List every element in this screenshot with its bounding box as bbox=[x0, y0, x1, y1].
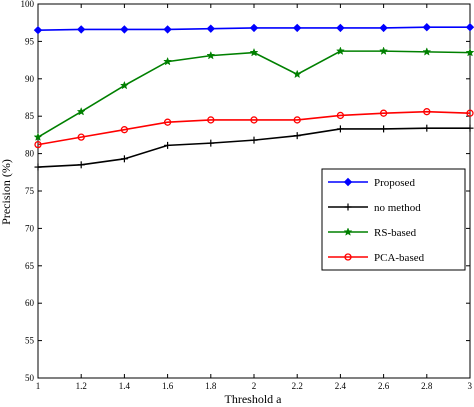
x-tick-label: 1.6 bbox=[162, 381, 174, 391]
data-point-circle bbox=[344, 253, 352, 261]
x-tick-label: 2.8 bbox=[421, 381, 433, 391]
legend-label-pca-based: PCA-based bbox=[374, 252, 425, 264]
y-tick-label: 85 bbox=[25, 111, 35, 121]
x-axis-label: Threshold a bbox=[225, 392, 283, 406]
data-point-plus bbox=[344, 203, 352, 211]
y-tick-label: 70 bbox=[25, 223, 35, 233]
data-point-star bbox=[422, 47, 432, 56]
data-point-diamond bbox=[120, 25, 129, 34]
data-point-diamond bbox=[33, 25, 43, 35]
data-point-plus bbox=[423, 124, 431, 132]
data-point-star bbox=[163, 56, 173, 66]
data-point-star bbox=[292, 69, 302, 79]
data-point-star bbox=[33, 132, 43, 141]
legend-label-proposed: Proposed bbox=[374, 177, 415, 189]
y-axis-label: Precision (%) bbox=[0, 159, 13, 225]
data-point-star bbox=[343, 227, 353, 236]
y-tick-label: 100 bbox=[21, 0, 35, 9]
data-point-diamond bbox=[249, 23, 259, 33]
data-point-star bbox=[465, 47, 474, 57]
legend-box bbox=[321, 168, 466, 271]
x-tick-label: 1.8 bbox=[205, 381, 217, 391]
x-tick-label: 2.4 bbox=[335, 381, 347, 391]
data-point-plus bbox=[34, 163, 42, 171]
data-point-plus bbox=[164, 141, 172, 149]
x-tick-label: 1.4 bbox=[119, 381, 131, 391]
data-point-plus bbox=[466, 124, 474, 132]
y-tick-label: 80 bbox=[25, 149, 35, 159]
series-proposed bbox=[33, 22, 474, 35]
data-point-diamond bbox=[292, 23, 302, 33]
y-tick-label: 50 bbox=[25, 373, 35, 383]
data-point-star bbox=[335, 46, 345, 55]
x-tick-label: 2.6 bbox=[378, 381, 390, 391]
data-point-plus bbox=[250, 136, 258, 144]
data-point-diamond bbox=[336, 23, 345, 33]
x-tick-label: 3 bbox=[468, 381, 473, 391]
x-tick-label: 1 bbox=[36, 381, 41, 391]
data-point-diamond bbox=[76, 25, 86, 34]
data-point-circle bbox=[379, 109, 388, 117]
data-point-circle bbox=[77, 133, 85, 141]
data-point-plus bbox=[120, 155, 128, 163]
data-point-star bbox=[206, 50, 216, 60]
data-point-circle bbox=[120, 126, 129, 134]
legend-label-no-method: no method bbox=[374, 202, 421, 214]
data-point-star bbox=[379, 46, 389, 55]
series-rs-based bbox=[33, 46, 474, 141]
legend-label-rs-based: RS-based bbox=[374, 227, 417, 239]
legend-item-pca-based: PCA-based bbox=[328, 252, 425, 264]
legend-item-no-method: no method bbox=[328, 202, 421, 214]
legend-item-rs-based: RS-based bbox=[328, 227, 417, 239]
data-point-plus bbox=[207, 139, 215, 147]
data-point-diamond bbox=[422, 22, 432, 32]
data-point-diamond bbox=[379, 23, 388, 33]
data-point-plus bbox=[336, 125, 344, 133]
data-point-star bbox=[76, 107, 86, 116]
data-point-circle bbox=[34, 140, 42, 149]
y-tick-label: 75 bbox=[25, 186, 35, 196]
data-point-plus bbox=[77, 161, 85, 169]
y-tick-label: 55 bbox=[25, 336, 35, 346]
y-tick-label: 60 bbox=[25, 298, 35, 308]
data-point-diamond bbox=[163, 25, 172, 34]
data-point-circle bbox=[336, 111, 345, 120]
series-pca-based bbox=[34, 108, 474, 149]
legend-item-proposed: Proposed bbox=[328, 177, 415, 189]
x-tick-label: 2 bbox=[252, 381, 257, 391]
data-point-plus bbox=[380, 125, 388, 133]
data-point-circle bbox=[207, 116, 215, 124]
data-point-star bbox=[249, 47, 259, 57]
data-point-circle bbox=[293, 116, 301, 124]
data-point-star bbox=[119, 80, 129, 90]
data-point-circle bbox=[466, 109, 474, 117]
y-tick-label: 65 bbox=[25, 261, 35, 271]
data-point-diamond bbox=[343, 177, 353, 187]
series-line-pca-based bbox=[37, 110, 471, 146]
y-tick-label: 95 bbox=[25, 36, 35, 46]
x-tick-label: 1.2 bbox=[76, 381, 87, 391]
data-point-plus bbox=[293, 132, 301, 140]
data-point-circle bbox=[163, 118, 172, 126]
data-point-diamond bbox=[206, 24, 216, 33]
y-tick-label: 90 bbox=[25, 74, 35, 84]
data-point-circle bbox=[250, 116, 258, 124]
series-no-method bbox=[34, 124, 474, 171]
data-point-circle bbox=[423, 108, 431, 116]
x-tick-label: 2.2 bbox=[292, 381, 303, 391]
data-point-diamond bbox=[465, 22, 474, 32]
